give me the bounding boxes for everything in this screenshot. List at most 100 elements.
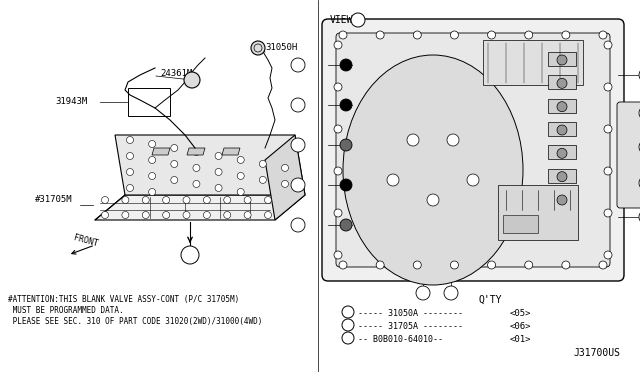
Circle shape bbox=[604, 83, 612, 91]
Circle shape bbox=[215, 185, 222, 192]
Circle shape bbox=[557, 78, 567, 88]
Circle shape bbox=[342, 332, 354, 344]
Bar bbox=[548, 169, 576, 183]
Circle shape bbox=[451, 261, 458, 269]
Circle shape bbox=[340, 99, 352, 111]
FancyBboxPatch shape bbox=[322, 19, 624, 281]
Text: ----- 31705A --------: ----- 31705A -------- bbox=[358, 322, 463, 331]
Circle shape bbox=[171, 176, 178, 183]
Circle shape bbox=[639, 176, 640, 190]
Circle shape bbox=[264, 196, 271, 203]
Circle shape bbox=[171, 144, 178, 151]
Circle shape bbox=[163, 212, 170, 218]
Circle shape bbox=[376, 261, 384, 269]
Polygon shape bbox=[152, 148, 170, 155]
Circle shape bbox=[224, 196, 231, 203]
Circle shape bbox=[339, 261, 347, 269]
Ellipse shape bbox=[343, 55, 523, 285]
Circle shape bbox=[599, 31, 607, 39]
Polygon shape bbox=[115, 135, 305, 195]
Text: c: c bbox=[346, 335, 350, 341]
Circle shape bbox=[193, 148, 200, 155]
Polygon shape bbox=[187, 148, 205, 155]
Circle shape bbox=[599, 261, 607, 269]
Circle shape bbox=[427, 194, 439, 206]
Circle shape bbox=[557, 125, 567, 135]
Circle shape bbox=[142, 196, 149, 203]
Circle shape bbox=[193, 180, 200, 187]
Bar bbox=[548, 145, 576, 159]
Circle shape bbox=[224, 212, 231, 218]
Circle shape bbox=[204, 196, 211, 203]
Text: c: c bbox=[449, 290, 453, 296]
Circle shape bbox=[122, 212, 129, 218]
Circle shape bbox=[102, 212, 109, 218]
Circle shape bbox=[183, 212, 190, 218]
Circle shape bbox=[251, 41, 265, 55]
Text: A: A bbox=[188, 250, 193, 260]
Text: 31943M: 31943M bbox=[55, 97, 87, 106]
Polygon shape bbox=[222, 148, 240, 155]
Text: FRONT: FRONT bbox=[72, 233, 99, 248]
Text: a: a bbox=[346, 309, 350, 315]
Circle shape bbox=[291, 218, 305, 232]
Circle shape bbox=[557, 195, 567, 205]
Text: <06>: <06> bbox=[510, 322, 531, 331]
Circle shape bbox=[291, 138, 305, 152]
Circle shape bbox=[488, 261, 495, 269]
FancyBboxPatch shape bbox=[617, 102, 640, 208]
Circle shape bbox=[407, 134, 419, 146]
Circle shape bbox=[142, 212, 149, 218]
Text: -- B0B010-64010--: -- B0B010-64010-- bbox=[358, 335, 448, 344]
Circle shape bbox=[102, 196, 109, 203]
Circle shape bbox=[413, 31, 421, 39]
Circle shape bbox=[557, 102, 567, 112]
Text: Q'TY: Q'TY bbox=[478, 295, 502, 305]
Text: A: A bbox=[356, 16, 360, 25]
Circle shape bbox=[181, 246, 199, 264]
Circle shape bbox=[387, 174, 399, 186]
Circle shape bbox=[183, 196, 190, 203]
Circle shape bbox=[334, 41, 342, 49]
Circle shape bbox=[148, 189, 156, 195]
Circle shape bbox=[244, 196, 251, 203]
Text: <01>: <01> bbox=[510, 335, 531, 344]
Text: PLEASE SEE SEC. 310 OF PART CODE 31020(2WD)/31000(4WD): PLEASE SEE SEC. 310 OF PART CODE 31020(2… bbox=[8, 317, 262, 326]
Circle shape bbox=[447, 134, 459, 146]
Circle shape bbox=[340, 219, 352, 231]
Bar bbox=[503, 215, 538, 233]
Circle shape bbox=[340, 59, 352, 71]
Circle shape bbox=[525, 31, 532, 39]
Bar bbox=[548, 122, 576, 136]
Circle shape bbox=[215, 169, 222, 176]
Circle shape bbox=[291, 178, 305, 192]
Bar bbox=[128, 88, 170, 116]
Circle shape bbox=[639, 140, 640, 154]
Bar bbox=[498, 185, 578, 240]
Circle shape bbox=[639, 210, 640, 224]
Text: b: b bbox=[296, 142, 300, 148]
Bar bbox=[548, 192, 576, 206]
Circle shape bbox=[562, 261, 570, 269]
Circle shape bbox=[342, 306, 354, 318]
Circle shape bbox=[291, 58, 305, 72]
Text: a: a bbox=[296, 62, 300, 68]
Circle shape bbox=[237, 173, 244, 179]
Circle shape bbox=[339, 31, 347, 39]
Text: 31050H: 31050H bbox=[265, 44, 297, 52]
Circle shape bbox=[467, 174, 479, 186]
Bar bbox=[548, 52, 576, 66]
Circle shape bbox=[604, 125, 612, 133]
Text: b: b bbox=[296, 222, 300, 228]
Circle shape bbox=[342, 319, 354, 331]
Circle shape bbox=[639, 106, 640, 120]
Circle shape bbox=[488, 31, 495, 39]
Bar bbox=[483, 40, 583, 85]
Circle shape bbox=[334, 209, 342, 217]
Circle shape bbox=[334, 83, 342, 91]
Circle shape bbox=[562, 31, 570, 39]
Text: MUST BE PROGRAMMED DATA.: MUST BE PROGRAMMED DATA. bbox=[8, 306, 124, 315]
Circle shape bbox=[413, 261, 421, 269]
Circle shape bbox=[351, 13, 365, 27]
Circle shape bbox=[557, 148, 567, 158]
